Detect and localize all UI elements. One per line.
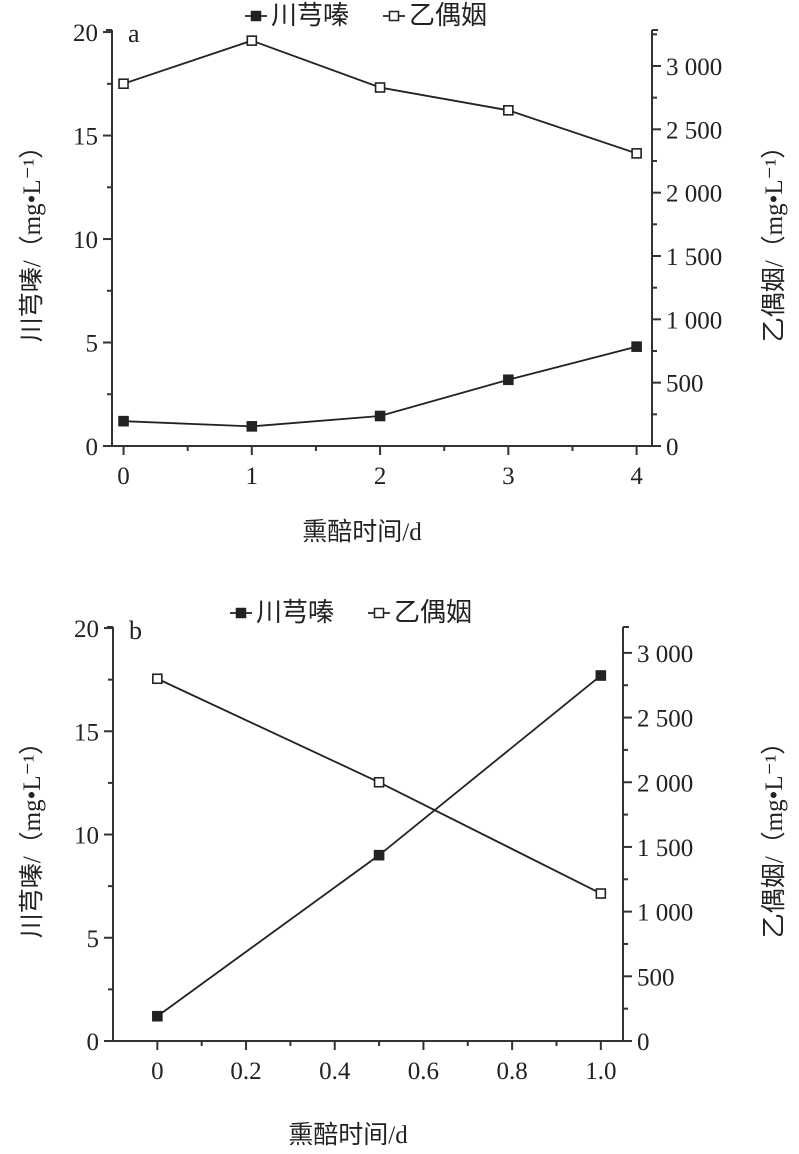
x-tick-label: 1 bbox=[246, 463, 259, 490]
right-y-tick-label: 2 000 bbox=[666, 181, 722, 208]
right-y-axis-label: 乙偶姻/（mg•L⁻¹） bbox=[760, 134, 788, 343]
left-y-tick-label: 5 bbox=[87, 926, 100, 953]
right-y-axis-label: 乙偶姻/（mg•L⁻¹） bbox=[760, 730, 788, 939]
legend-label: 乙偶姻 bbox=[394, 598, 472, 627]
legend-label: 川芎嗪 bbox=[256, 598, 334, 627]
series-line-0 bbox=[156, 674, 602, 1017]
data-point bbox=[374, 410, 386, 422]
x-axis-label: 熏醅时间/d bbox=[302, 518, 422, 546]
right-y-tick-label: 2 000 bbox=[637, 770, 693, 797]
right-y-tick-label: 2 500 bbox=[637, 706, 693, 733]
legend-marker bbox=[235, 607, 247, 619]
right-y-tick-label: 500 bbox=[637, 964, 675, 991]
right-y-tick-label: 3 000 bbox=[666, 54, 722, 81]
data-point bbox=[152, 673, 163, 685]
chart-panel-b: 0 0.2 0.4 0.6 0.8 1.0 0 5 10 15 20 0 500 1 000 1 500 2 … bbox=[18, 598, 788, 1149]
x-tick-label: 0.6 bbox=[408, 1058, 439, 1085]
legend-label: 川芎嗪 bbox=[271, 1, 349, 30]
data-point bbox=[503, 374, 514, 386]
right-y-tick-label: 1 500 bbox=[637, 835, 693, 862]
data-point bbox=[246, 35, 258, 46]
x-tick-label: 2 bbox=[374, 463, 387, 490]
data-point bbox=[631, 341, 642, 352]
left-y-tick-label: 15 bbox=[73, 124, 98, 151]
data-point bbox=[152, 1010, 163, 1022]
left-y-tick-label: 0 bbox=[87, 1029, 100, 1056]
left-y-axis-label: 川芎嗪/（mg•L⁻¹） bbox=[18, 730, 46, 939]
series-line-1 bbox=[123, 39, 637, 155]
legend-marker bbox=[373, 607, 385, 619]
left-y-tick-label: 20 bbox=[74, 616, 99, 643]
data-point bbox=[118, 415, 129, 427]
left-y-tick-label: 10 bbox=[74, 823, 99, 850]
x-tick-label: 0.8 bbox=[497, 1058, 528, 1085]
data-point bbox=[374, 82, 386, 93]
right-y-tick-label: 500 bbox=[666, 371, 704, 398]
right-y-tick-label: 0 bbox=[637, 1029, 650, 1056]
left-y-tick-label: 5 bbox=[86, 331, 99, 358]
x-tick-label: 0 bbox=[151, 1058, 164, 1085]
left-y-tick-label: 0 bbox=[86, 434, 99, 461]
data-point bbox=[118, 78, 129, 90]
left-y-tick-label: 10 bbox=[73, 227, 98, 254]
x-tick-label: 0.2 bbox=[230, 1058, 261, 1085]
right-y-tick-label: 1 000 bbox=[637, 900, 693, 927]
left-y-tick-label: 20 bbox=[73, 20, 98, 47]
data-point bbox=[595, 670, 607, 681]
data-point bbox=[503, 105, 514, 116]
legend-marker bbox=[388, 10, 400, 22]
data-point bbox=[595, 888, 607, 899]
panel-label: a bbox=[128, 19, 140, 48]
right-y-tick-label: 1 500 bbox=[666, 244, 722, 271]
data-point bbox=[373, 849, 385, 861]
right-y-tick-label: 1 000 bbox=[666, 307, 722, 334]
data-point bbox=[246, 421, 258, 432]
right-y-tick-label: 2 500 bbox=[666, 117, 722, 144]
x-tick-label: 1.0 bbox=[585, 1058, 616, 1085]
x-tick-label: 0.4 bbox=[319, 1058, 351, 1085]
legend-marker bbox=[250, 10, 262, 22]
legend-label: 乙偶姻 bbox=[409, 1, 487, 30]
right-y-tick-label: 3 000 bbox=[637, 641, 693, 668]
data-point bbox=[631, 148, 642, 159]
data-point bbox=[373, 776, 385, 788]
panel-label: b bbox=[129, 616, 142, 645]
left-y-tick-label: 15 bbox=[74, 719, 99, 746]
x-tick-label: 3 bbox=[502, 463, 515, 490]
x-axis-label: 熏醅时间/d bbox=[288, 1121, 408, 1149]
left-y-axis-label: 川芎嗪/（mg•L⁻¹） bbox=[18, 134, 46, 343]
x-tick-label: 0 bbox=[117, 463, 130, 490]
x-tick-label: 4 bbox=[630, 463, 643, 490]
right-y-tick-label: 0 bbox=[666, 434, 679, 461]
